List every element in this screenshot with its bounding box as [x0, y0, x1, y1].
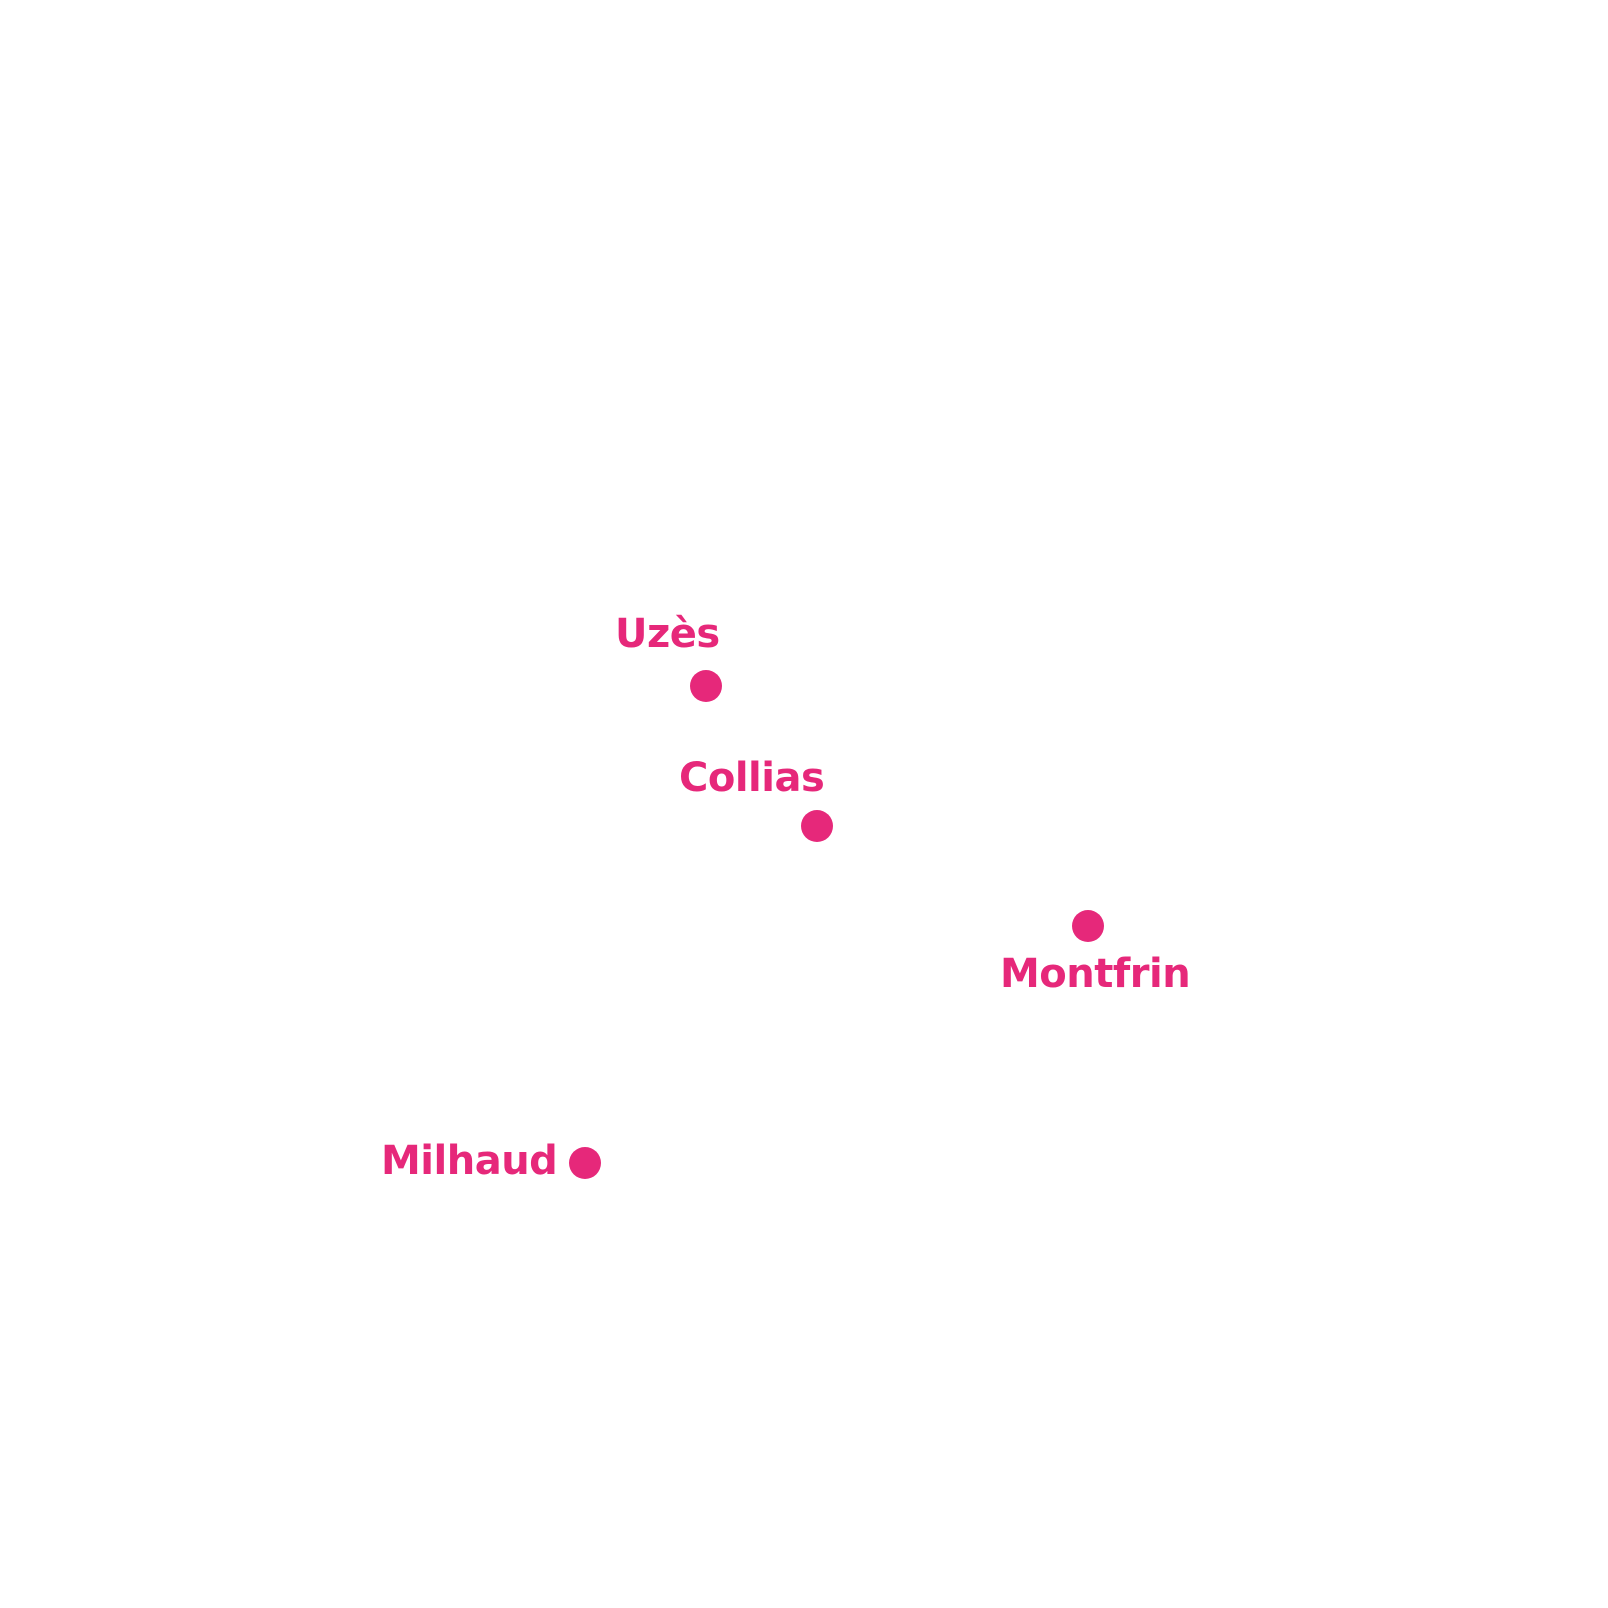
place-marker-uzes[interactable]: [690, 670, 722, 702]
place-label-milhaud: Milhaud: [381, 1138, 558, 1184]
place-label-collias: Collias: [679, 755, 825, 801]
place-marker-montfrin[interactable]: [1072, 910, 1104, 942]
place-marker-milhaud[interactable]: [569, 1147, 601, 1179]
place-label-montfrin: Montfrin: [1000, 951, 1191, 997]
place-label-uzes: Uzès: [615, 611, 720, 657]
place-marker-collias[interactable]: [801, 810, 833, 842]
